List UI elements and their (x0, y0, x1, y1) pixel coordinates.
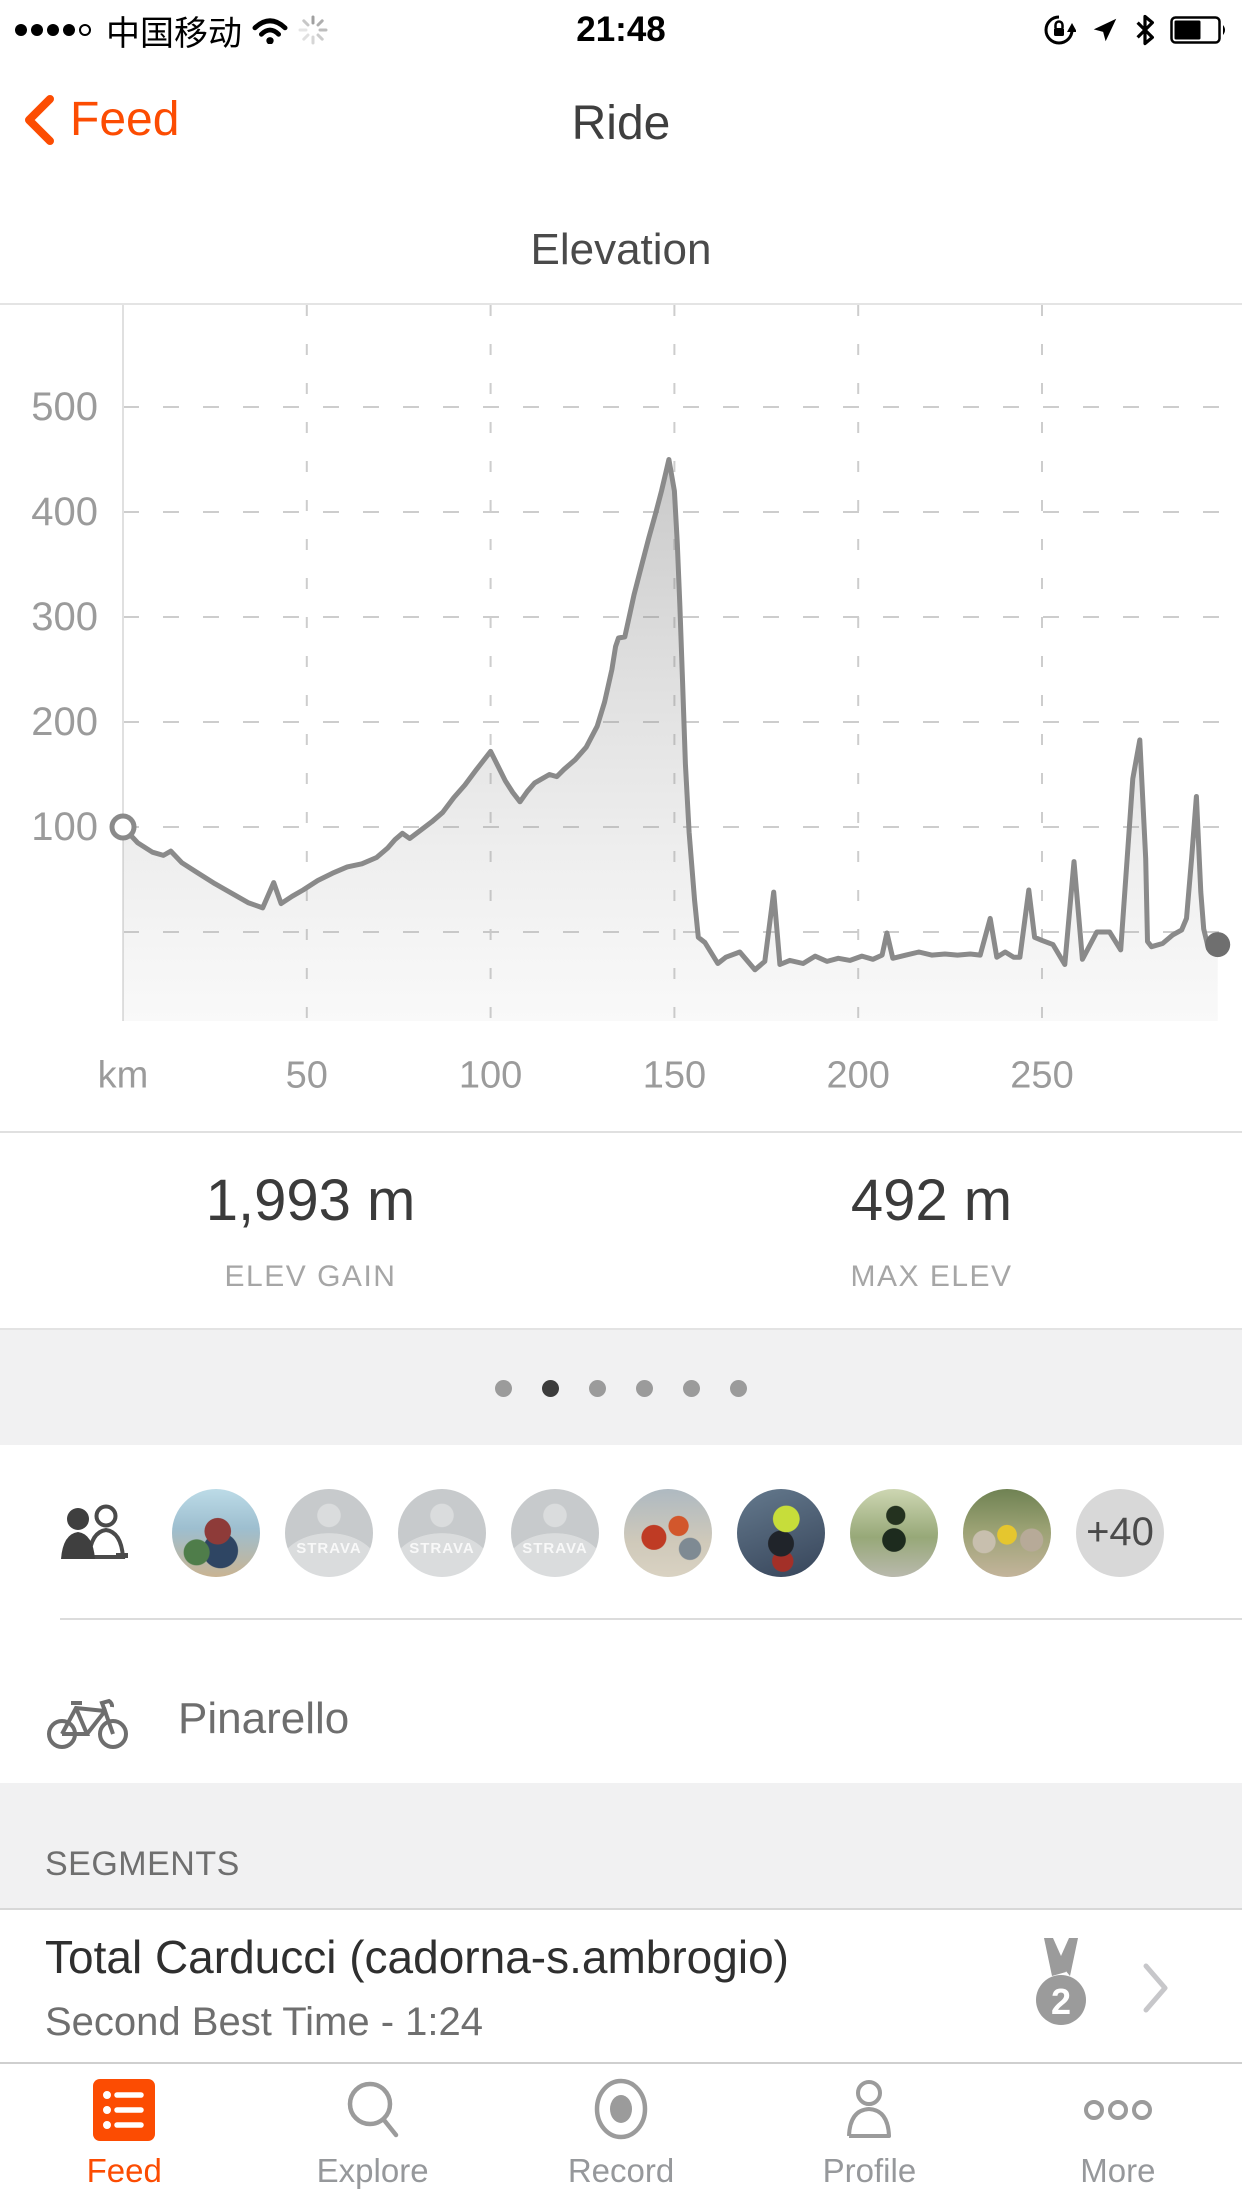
x-axis-label-250: 250 (1010, 1054, 1074, 1097)
battery-icon (1170, 16, 1225, 44)
chart-x-axis: km 50 100 150 200 250 (0, 1021, 1242, 1133)
avatar-placeholder[interactable]: STRAVA (511, 1488, 599, 1577)
tab-feed-label: Feed (86, 2152, 162, 2189)
rotation-lock-icon (1044, 15, 1076, 45)
elevation-area (123, 459, 1218, 1021)
page-dot-3[interactable] (589, 1380, 606, 1397)
tab-bar: Feed Explore Record Profile (0, 2062, 1242, 2208)
page-dot-6[interactable] (730, 1380, 747, 1397)
carrier-label: 中国移动 (106, 14, 242, 53)
bike-icon (47, 1698, 128, 1749)
record-icon (594, 2078, 648, 2140)
stat-elev-gain: 1,993 m ELEV GAIN (0, 1133, 621, 1328)
page-dot-1[interactable] (495, 1380, 512, 1397)
avatar-photo-8[interactable] (963, 1488, 1051, 1577)
signal-dots-icon (15, 24, 91, 36)
x-axis-label-200: 200 (826, 1054, 890, 1097)
segment-subtitle: Second Best Time - 1:24 (45, 1999, 484, 2044)
avatar-placeholder[interactable]: STRAVA (398, 1488, 486, 1577)
max-elev-label: MAX ELEV (850, 1260, 1013, 1293)
avatar-placeholder[interactable]: STRAVA (285, 1488, 373, 1577)
max-elev-value: 492 m (850, 1168, 1013, 1233)
elevation-chart[interactable]: 100 200 300 400 500 (0, 303, 1242, 1023)
tab-feed[interactable]: Feed (0, 2064, 248, 2208)
segment-title: Total Carducci (cadorna-s.ambrogio) (45, 1930, 789, 1983)
y-axis-label-300: 300 (31, 595, 98, 639)
x-axis-label-150: 150 (642, 1054, 707, 1097)
ellipsis-icon (1083, 2100, 1152, 2120)
segment-row[interactable]: Total Carducci (cadorna-s.ambrogio) Seco… (0, 1912, 1242, 2062)
segments-header-label: SEGMENTS (45, 1845, 240, 1883)
chevron-left-icon (25, 94, 54, 145)
start-marker (109, 813, 137, 841)
page-dot-4[interactable] (636, 1380, 653, 1397)
spinner-icon (298, 15, 328, 45)
elev-gain-label: ELEV GAIN (224, 1260, 397, 1293)
tab-explore-label: Explore (316, 2152, 429, 2189)
kudos-more-count[interactable]: +40 (1076, 1488, 1164, 1577)
avatar-photo-6[interactable] (737, 1488, 825, 1577)
x-axis-label-100: 100 (458, 1054, 523, 1097)
status-bar: 中国移动 21:48 (0, 0, 1242, 60)
stats-row: 1,993 m ELEV GAIN 492 m MAX ELEV (0, 1133, 1242, 1328)
avatar-photo-5[interactable] (624, 1488, 712, 1577)
segments-header: SEGMENTS (0, 1783, 1242, 1910)
status-bar-left: 中国移动 (14, 6, 328, 55)
y-axis-label-400: 400 (31, 490, 98, 534)
clock: 21:48 (576, 10, 666, 49)
y-axis-label-500: 500 (31, 385, 98, 429)
search-icon (347, 2081, 398, 2138)
chevron-right-icon (1143, 1963, 1168, 2013)
bluetooth-icon (1136, 14, 1154, 46)
kudos-row: STRAVA STRAVA STRAVA +40 (0, 1445, 1242, 1620)
second-place-medal-icon: 2 (1036, 1938, 1086, 2025)
avatar-photo-1[interactable] (172, 1488, 260, 1577)
stat-max-elev: 492 m MAX ELEV (621, 1133, 1242, 1328)
avatar-watermark: STRAVA (409, 1539, 475, 1557)
back-button[interactable]: Feed (22, 92, 179, 147)
y-axis-label-100: 100 (31, 805, 98, 849)
nav-bar: Feed Ride (0, 60, 1242, 198)
page-dot-5[interactable] (683, 1380, 700, 1397)
tab-profile-label: Profile (822, 2152, 917, 2189)
y-axis-label-200: 200 (31, 700, 98, 744)
elevation-line (120, 457, 1221, 973)
kudos-avatars: STRAVA STRAVA STRAVA +40 (172, 1488, 1164, 1577)
medal-rank: 2 (1051, 1981, 1071, 2022)
divider (60, 1618, 1242, 1620)
page-indicator (0, 1328, 1242, 1447)
tab-more-label: More (1080, 2152, 1156, 2189)
end-marker (1205, 932, 1231, 958)
chart-title: Elevation (0, 196, 1242, 303)
tab-explore[interactable]: Explore (248, 2064, 496, 2208)
page-dot-2-active[interactable] (542, 1380, 559, 1397)
athletes-icon (61, 1504, 128, 1559)
tab-record-label: Record (567, 2152, 675, 2189)
person-icon (847, 2080, 892, 2138)
gear-name: Pinarello (178, 1693, 350, 1743)
location-arrow-icon (1093, 18, 1117, 42)
wifi-icon (252, 18, 288, 44)
tab-more[interactable]: More (994, 2064, 1242, 2208)
tab-record[interactable]: Record (497, 2064, 745, 2208)
page-title: Ride (571, 97, 671, 150)
feed-list-icon (93, 2079, 156, 2141)
gear-row: Pinarello (0, 1620, 1242, 1783)
x-axis-label-50: 50 (285, 1054, 328, 1097)
elev-gain-value: 1,993 m (205, 1168, 416, 1233)
avatar-watermark: STRAVA (522, 1539, 588, 1557)
elevation-chart-svg: 100 200 300 400 500 (31, 305, 1242, 1021)
back-button-label: Feed (70, 93, 180, 146)
status-bar-right (1042, 13, 1228, 47)
tab-profile[interactable]: Profile (745, 2064, 993, 2208)
avatar-photo-7[interactable] (850, 1488, 938, 1577)
x-axis-unit-label: km (97, 1054, 149, 1097)
avatar-watermark: STRAVA (296, 1539, 362, 1557)
